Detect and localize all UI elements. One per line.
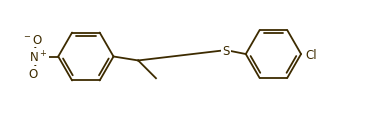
Text: S: S [222, 44, 230, 57]
Text: O: O [28, 67, 37, 80]
Text: Cl: Cl [305, 48, 317, 61]
Text: $\mathregular{N^+}$: $\mathregular{N^+}$ [29, 49, 48, 65]
Text: $\mathregular{^-O}$: $\mathregular{^-O}$ [22, 34, 43, 47]
